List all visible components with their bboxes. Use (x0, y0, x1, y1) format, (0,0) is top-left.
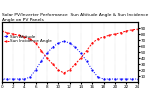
Text: Solar PV/Inverter Performance  Sun Altitude Angle & Sun Incidence Angle on PV Pa: Solar PV/Inverter Performance Sun Altitu… (2, 13, 148, 22)
Legend: Sun Altitude, Sun Incidence Angle: Sun Altitude, Sun Incidence Angle (4, 35, 51, 43)
